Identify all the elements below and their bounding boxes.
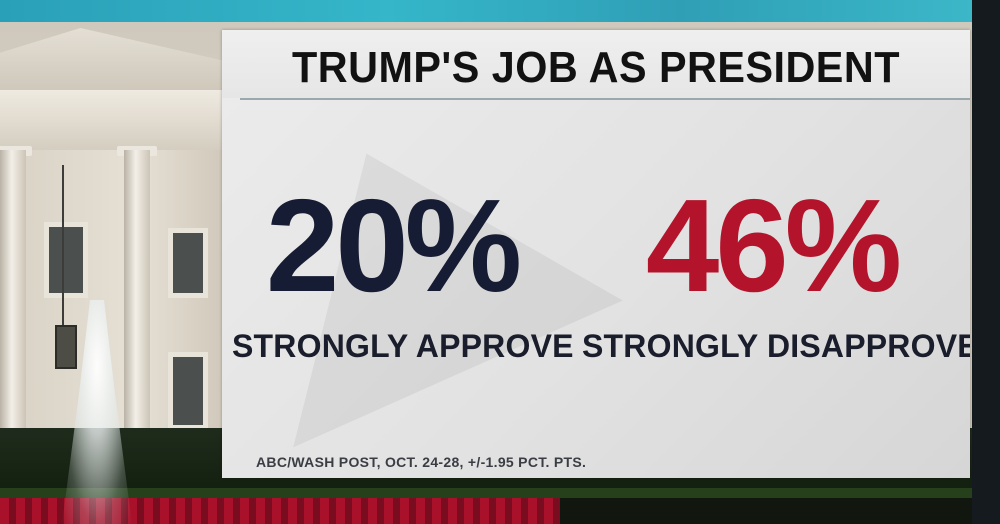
white-house-column [124, 150, 150, 430]
frame-edge [972, 0, 1000, 524]
lantern [55, 325, 77, 369]
poll-graphic-panel: ▶ TRUMP'S JOB AS PRESIDENT 20% STRONGLY … [222, 30, 970, 478]
graphic-title: TRUMP'S JOB AS PRESIDENT [292, 43, 900, 92]
white-house-window [168, 228, 208, 298]
stat-label-disapprove: STRONGLY DISAPPROVE [582, 328, 970, 364]
stat-strongly-disapprove: 46% STRONGLY DISAPPROVE [582, 172, 970, 365]
white-house-window [168, 352, 208, 430]
white-house-window [44, 222, 88, 298]
title-rule [240, 98, 970, 100]
white-house-entablature [0, 90, 230, 153]
ground-shadow [560, 498, 972, 524]
source-note: ABC/WASH POST, OCT. 24-28, +/-1.95 PCT. … [256, 454, 587, 470]
stat-strongly-approve: 20% STRONGLY APPROVE [232, 172, 574, 365]
title-band [222, 30, 970, 98]
stat-label-approve: STRONGLY APPROVE [232, 328, 574, 364]
lantern-chain [62, 165, 64, 325]
white-house-column [0, 150, 26, 430]
stat-value-disapprove: 46% [645, 172, 902, 319]
stat-value-approve: 20% [265, 172, 522, 319]
